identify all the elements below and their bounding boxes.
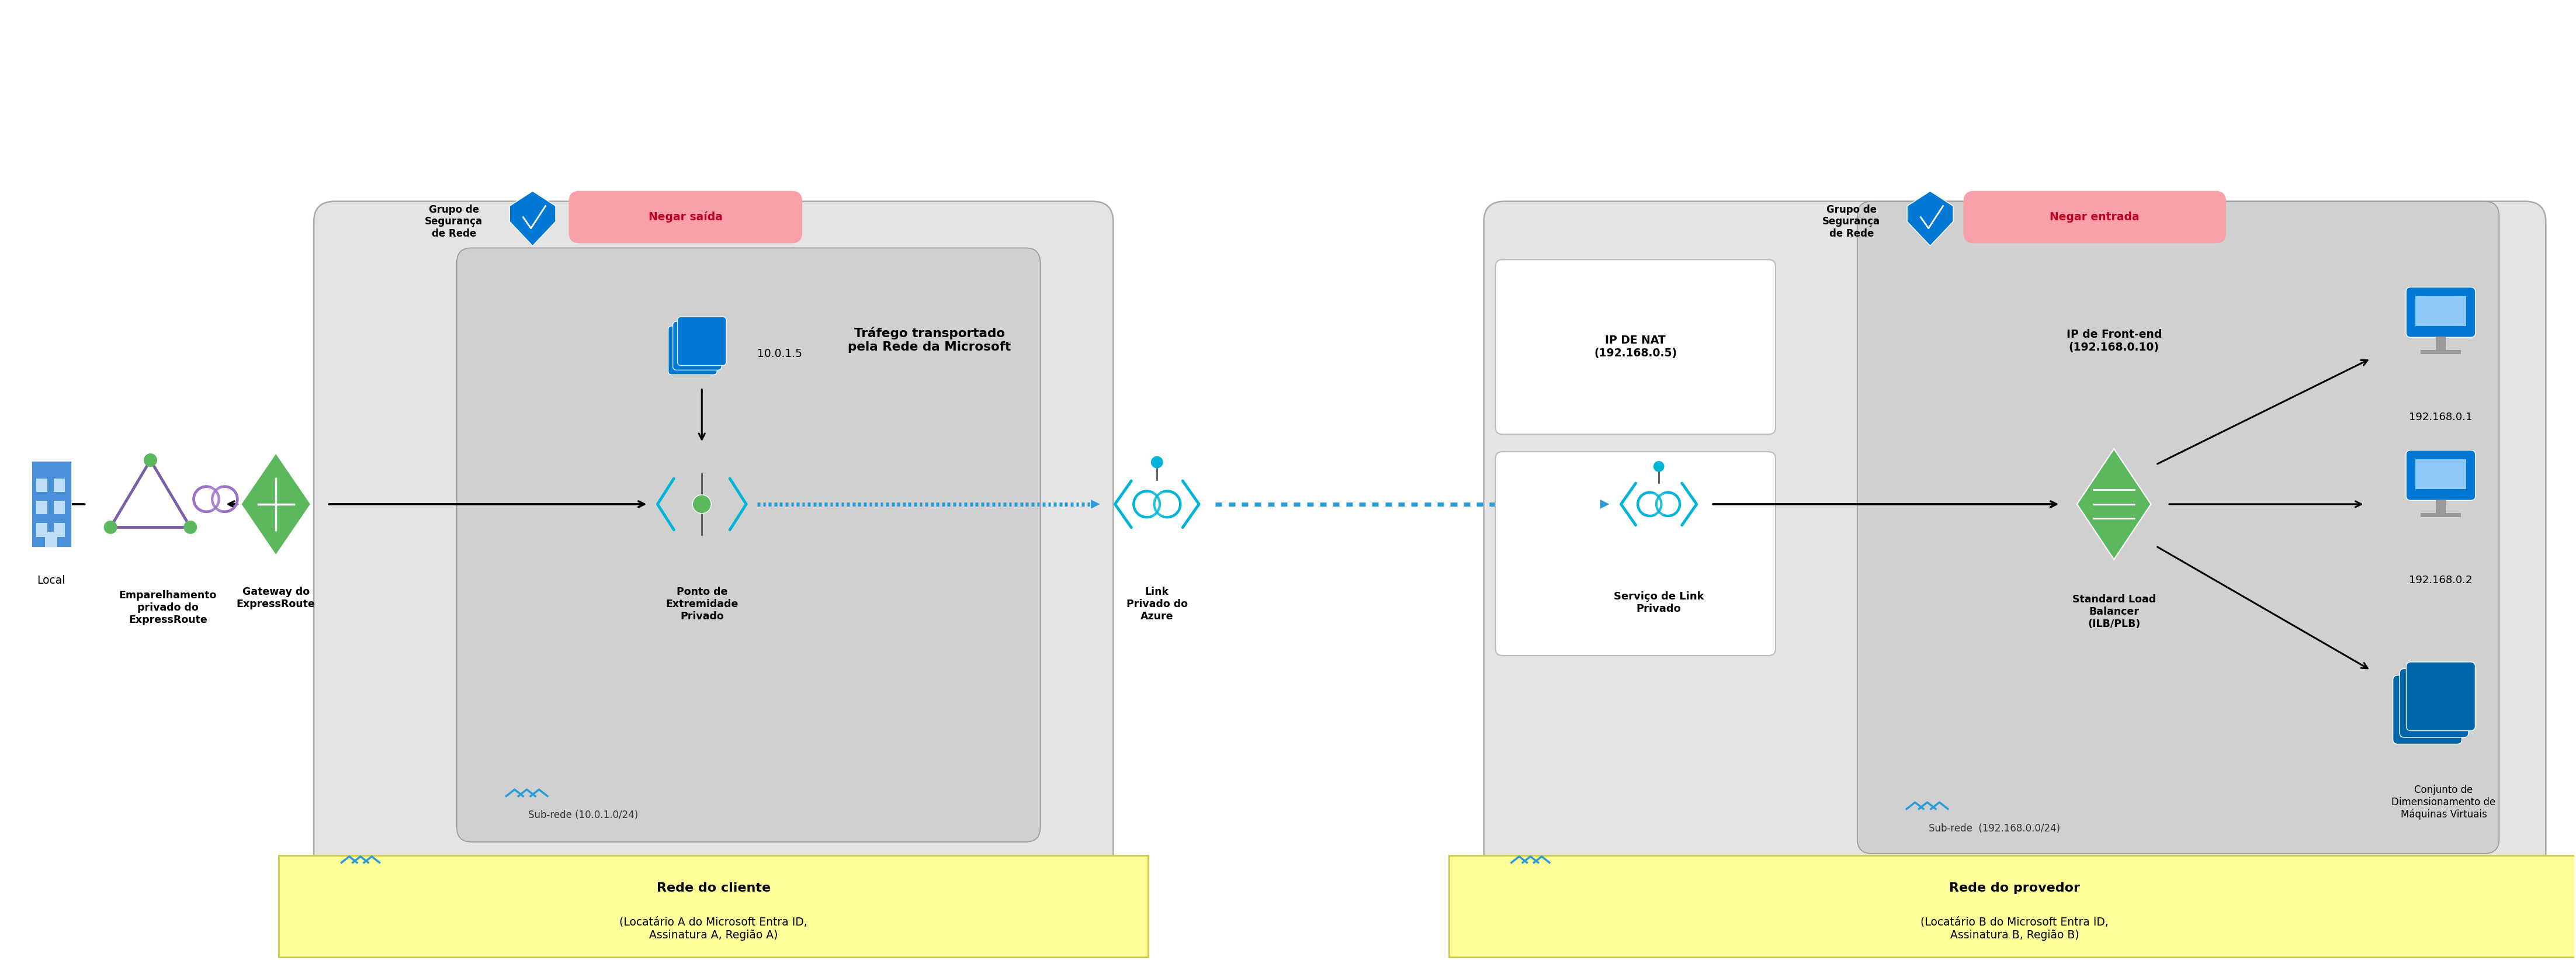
Text: Standard Load
Balancer
(ILB/PLB): Standard Load Balancer (ILB/PLB) [2071, 594, 2156, 629]
Text: Local: Local [36, 575, 64, 587]
Bar [31, 462, 72, 547]
Bar [2421, 350, 2460, 354]
FancyBboxPatch shape [1963, 191, 2226, 243]
Bar [36, 478, 46, 492]
Text: 10.0.1.5: 10.0.1.5 [757, 348, 801, 359]
Polygon shape [510, 191, 556, 246]
Circle shape [144, 453, 157, 467]
Text: 192.168.0.1: 192.168.0.1 [2409, 412, 2473, 422]
Circle shape [103, 520, 118, 534]
FancyBboxPatch shape [2406, 662, 2476, 731]
Polygon shape [1906, 191, 1953, 246]
Text: Rede virtual  (192.168.0.0/16): Rede virtual (192.168.0.0/16) [1932, 911, 2097, 922]
FancyBboxPatch shape [672, 322, 721, 370]
FancyBboxPatch shape [2401, 668, 2468, 737]
FancyBboxPatch shape [667, 326, 716, 374]
FancyBboxPatch shape [456, 248, 1041, 842]
Text: (Locatário B do Microsoft Entra ID,
Assinatura B, Região B): (Locatário B do Microsoft Entra ID, Assi… [1922, 917, 2110, 941]
Text: Rede do provedor: Rede do provedor [1950, 882, 2081, 894]
Text: Emparelhamento
privado do
ExpressRoute: Emparelhamento privado do ExpressRoute [118, 590, 216, 625]
Circle shape [1654, 461, 1664, 472]
Bar [36, 523, 46, 537]
Circle shape [1151, 456, 1164, 468]
FancyBboxPatch shape [2406, 287, 2476, 337]
Text: Gateway do
ExpressRoute: Gateway do ExpressRoute [237, 587, 314, 610]
Bar [2421, 514, 2460, 517]
FancyBboxPatch shape [314, 202, 1113, 889]
FancyBboxPatch shape [2393, 675, 2463, 744]
FancyBboxPatch shape [1484, 202, 2545, 889]
Text: Grupo de
Segurança
de Rede: Grupo de Segurança de Rede [1821, 204, 1880, 239]
Text: IP de Front-end
(192.168.0.10): IP de Front-end (192.168.0.10) [2066, 329, 2161, 352]
Text: Rede do cliente: Rede do cliente [657, 882, 770, 894]
Bar [278, 855, 1149, 957]
Text: Negar entrada: Negar entrada [2050, 211, 2141, 223]
Bar [1149, 492, 1167, 516]
Text: Serviço de Link
Privado: Serviço de Link Privado [1613, 591, 1703, 614]
FancyBboxPatch shape [677, 317, 726, 366]
FancyBboxPatch shape [1857, 202, 2499, 853]
Text: Sub-rede  (192.168.0.0/24): Sub-rede (192.168.0.0/24) [1929, 824, 2061, 834]
Text: IP DE NAT
(192.168.0.5): IP DE NAT (192.168.0.5) [1595, 335, 1677, 359]
Polygon shape [2076, 449, 2151, 560]
Bar [54, 478, 64, 492]
Bar [1448, 855, 2576, 957]
Text: Negar saída: Negar saída [649, 211, 724, 223]
Text: Ponto de
Extremidade
Privado: Ponto de Extremidade Privado [665, 587, 739, 622]
Bar [54, 523, 64, 537]
Text: Tráfego transportado
pela Rede da Microsoft: Tráfego transportado pela Rede da Micros… [848, 326, 1010, 352]
Text: Rede virtual  (10.0.0.0/16): Rede virtual (10.0.0.0/16) [641, 911, 786, 922]
FancyBboxPatch shape [1497, 452, 1775, 656]
Text: 192.168.0.2: 192.168.0.2 [2409, 575, 2473, 586]
Bar [46, 532, 57, 547]
Polygon shape [242, 453, 312, 556]
Bar [2416, 459, 2465, 490]
Bar [2416, 297, 2465, 326]
Circle shape [183, 520, 196, 534]
FancyBboxPatch shape [2406, 450, 2476, 500]
Text: Sub-rede (10.0.1.0/24): Sub-rede (10.0.1.0/24) [528, 810, 639, 821]
Bar [2437, 499, 2445, 515]
Text: Link
Privado do
Azure: Link Privado do Azure [1126, 587, 1188, 622]
Bar [36, 501, 46, 515]
Bar [2437, 336, 2445, 351]
Text: Grupo de
Segurança
de Rede: Grupo de Segurança de Rede [425, 204, 482, 239]
Bar [209, 488, 224, 511]
FancyBboxPatch shape [569, 191, 801, 243]
Text: Conjunto de
Dimensionamento de
Máquinas Virtuais: Conjunto de Dimensionamento de Máquinas … [2391, 785, 2496, 820]
Bar [1651, 493, 1667, 516]
Circle shape [693, 494, 711, 514]
FancyBboxPatch shape [1497, 259, 1775, 434]
Bar [54, 501, 64, 515]
Text: (Locatário A do Microsoft Entra ID,
Assinatura A, Região A): (Locatário A do Microsoft Entra ID, Assi… [621, 917, 806, 941]
